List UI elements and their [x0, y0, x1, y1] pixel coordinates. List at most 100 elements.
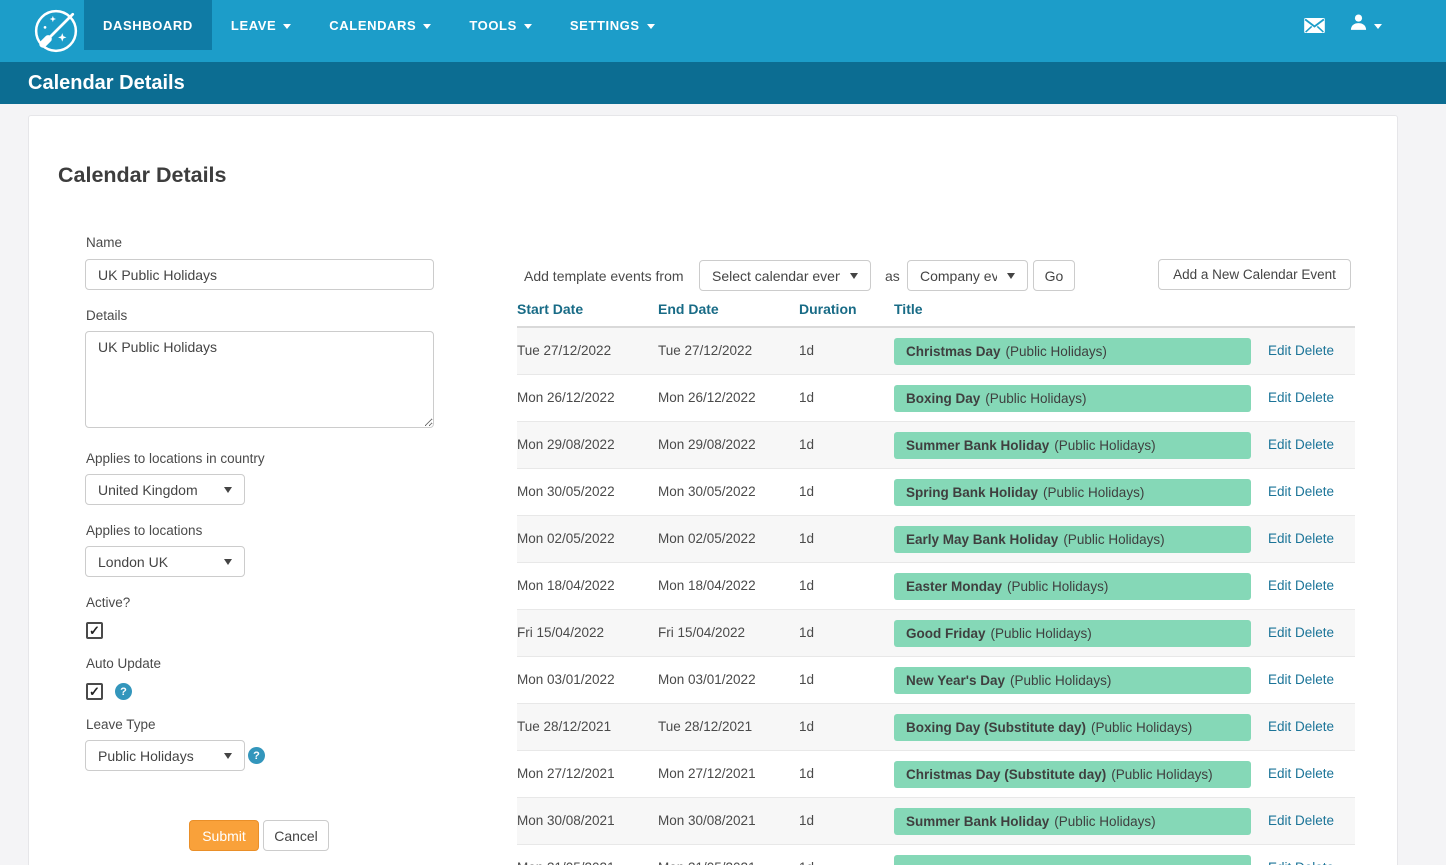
name-input[interactable]: [85, 259, 434, 290]
event-title-badge: Christmas Day (Substitute day)(Public Ho…: [894, 761, 1251, 788]
country-select[interactable]: United Kingdom: [85, 474, 245, 505]
table-row: Mon 26/12/2022 Mon 26/12/2022 1d Boxing …: [517, 375, 1355, 422]
delete-link[interactable]: Delete: [1295, 766, 1334, 781]
delete-link[interactable]: Delete: [1295, 484, 1334, 499]
add-new-calendar-event-button[interactable]: Add a New Calendar Event: [1158, 259, 1351, 290]
leave-type-select[interactable]: Public Holidays: [85, 740, 245, 771]
end-date-cell: Tue 28/12/2021: [658, 719, 752, 734]
event-title: Boxing Day: [906, 391, 980, 406]
locations-select[interactable]: London UK: [85, 546, 245, 577]
table-row: Mon 18/04/2022 Mon 18/04/2022 1d Easter …: [517, 563, 1355, 610]
edit-link[interactable]: Edit: [1268, 672, 1291, 687]
start-date-cell: Mon 31/05/2021: [517, 860, 615, 865]
delete-link[interactable]: Delete: [1295, 578, 1334, 593]
delete-link[interactable]: Delete: [1295, 531, 1334, 546]
row-actions: Edit Delete: [1268, 390, 1334, 405]
edit-link[interactable]: Edit: [1268, 578, 1291, 593]
edit-link[interactable]: Edit: [1268, 625, 1291, 640]
leave-type-help-icon[interactable]: ?: [248, 747, 265, 764]
edit-link[interactable]: Edit: [1268, 860, 1291, 865]
edit-link[interactable]: Edit: [1268, 766, 1291, 781]
table-row: Mon 30/05/2022 Mon 30/05/2022 1d Spring …: [517, 469, 1355, 516]
event-category: (Public Holidays): [1010, 673, 1111, 688]
delete-link[interactable]: Delete: [1295, 813, 1334, 828]
duration-cell: 1d: [799, 578, 814, 593]
nav-item-dashboard[interactable]: DASHBOARD: [84, 0, 212, 50]
row-actions: Edit Delete: [1268, 343, 1334, 358]
caret-down-icon: [224, 559, 232, 565]
delete-link[interactable]: Delete: [1295, 625, 1334, 640]
delete-link[interactable]: Delete: [1295, 719, 1334, 734]
edit-link[interactable]: Edit: [1268, 813, 1291, 828]
events-table: Start Date End Date Duration Title Tue 2…: [517, 301, 1355, 865]
end-date-cell: Fri 15/04/2022: [658, 625, 745, 640]
event-title-badge: New Year's Day (Public Holidays): [894, 667, 1251, 694]
auto-update-help-icon[interactable]: ?: [115, 683, 132, 700]
delete-link[interactable]: Delete: [1295, 860, 1334, 865]
event-category: (Public Holidays): [1054, 438, 1155, 453]
events-table-body: Tue 27/12/2022 Tue 27/12/2022 1d Christm…: [517, 328, 1355, 865]
caret-down-icon: [224, 487, 232, 493]
start-date-cell: Fri 15/04/2022: [517, 625, 604, 640]
country-select-value: United Kingdom: [98, 482, 214, 498]
event-title: Summer Bank Holiday: [906, 438, 1049, 453]
start-date-cell: Mon 18/04/2022: [517, 578, 615, 593]
nav-item-label: TOOLS: [469, 18, 517, 33]
event-title: New Year's Day: [906, 673, 1005, 688]
edit-link[interactable]: Edit: [1268, 719, 1291, 734]
edit-link[interactable]: Edit: [1268, 343, 1291, 358]
duration-cell: 1d: [799, 672, 814, 687]
delete-link[interactable]: Delete: [1295, 343, 1334, 358]
event-title-badge: Early May Bank Holiday(Public Holidays): [894, 526, 1251, 553]
duration-cell: 1d: [799, 719, 814, 734]
active-checkbox[interactable]: ✓: [86, 622, 103, 639]
as-label: as: [885, 268, 900, 284]
event-title-badge: Boxing Day(Public Holidays): [894, 385, 1251, 412]
user-menu[interactable]: [1349, 13, 1382, 37]
event-title: Summer Bank Holiday: [906, 814, 1049, 829]
edit-link[interactable]: Edit: [1268, 390, 1291, 405]
edit-link[interactable]: Edit: [1268, 484, 1291, 499]
event-title: Spring Bank Holiday: [906, 485, 1038, 500]
end-date-cell: Mon 03/01/2022: [658, 672, 756, 687]
nav-item-settings[interactable]: SETTINGS: [551, 0, 674, 50]
caret-down-icon: [1007, 273, 1015, 279]
mail-icon[interactable]: [1304, 18, 1325, 33]
auto-update-checkbox[interactable]: ✓: [86, 683, 103, 700]
cancel-button[interactable]: Cancel: [263, 820, 329, 851]
events-table-header: Start Date End Date Duration Title: [517, 301, 1355, 328]
details-textarea[interactable]: UK Public Holidays: [85, 331, 434, 428]
event-title-badge: Christmas Day(Public Holidays): [894, 338, 1251, 365]
table-row: Tue 27/12/2022 Tue 27/12/2022 1d Christm…: [517, 328, 1355, 375]
end-date-cell: Mon 30/08/2021: [658, 813, 756, 828]
event-type-select[interactable]: Company ev: [907, 260, 1028, 291]
row-actions: Edit Delete: [1268, 531, 1334, 546]
event-category: (Public Holidays): [1006, 344, 1107, 359]
nav-item-tools[interactable]: TOOLS: [450, 0, 551, 50]
table-row: Mon 03/01/2022 Mon 03/01/2022 1d New Yea…: [517, 657, 1355, 704]
start-date-cell: Mon 30/08/2021: [517, 813, 615, 828]
app-logo-icon[interactable]: [33, 8, 79, 54]
end-date-cell: Mon 29/08/2022: [658, 437, 756, 452]
submit-button[interactable]: Submit: [189, 820, 259, 851]
start-date-cell: Tue 28/12/2021: [517, 719, 611, 734]
go-button[interactable]: Go: [1033, 260, 1075, 291]
nav-item-calendars[interactable]: CALENDARS: [310, 0, 450, 50]
nav-item-leave[interactable]: LEAVE: [212, 0, 310, 50]
template-event-select[interactable]: Select calendar event: [699, 260, 871, 291]
event-title-badge: Easter Monday(Public Holidays): [894, 573, 1251, 600]
edit-link[interactable]: Edit: [1268, 531, 1291, 546]
delete-link[interactable]: Delete: [1295, 672, 1334, 687]
caret-down-icon: [423, 24, 431, 29]
navbar-right: [1304, 0, 1382, 50]
edit-link[interactable]: Edit: [1268, 437, 1291, 452]
screen: DASHBOARD LEAVE CALENDARS TOOLS SETTINGS: [0, 0, 1446, 865]
row-actions: Edit Delete: [1268, 719, 1334, 734]
nav-item-label: CALENDARS: [329, 18, 416, 33]
delete-link[interactable]: Delete: [1295, 437, 1334, 452]
duration-cell: 1d: [799, 860, 814, 865]
caret-down-icon: [524, 24, 532, 29]
event-title-badge: Boxing Day (Substitute day)(Public Holid…: [894, 714, 1251, 741]
delete-link[interactable]: Delete: [1295, 390, 1334, 405]
leave-type-label: Leave Type: [86, 717, 156, 732]
